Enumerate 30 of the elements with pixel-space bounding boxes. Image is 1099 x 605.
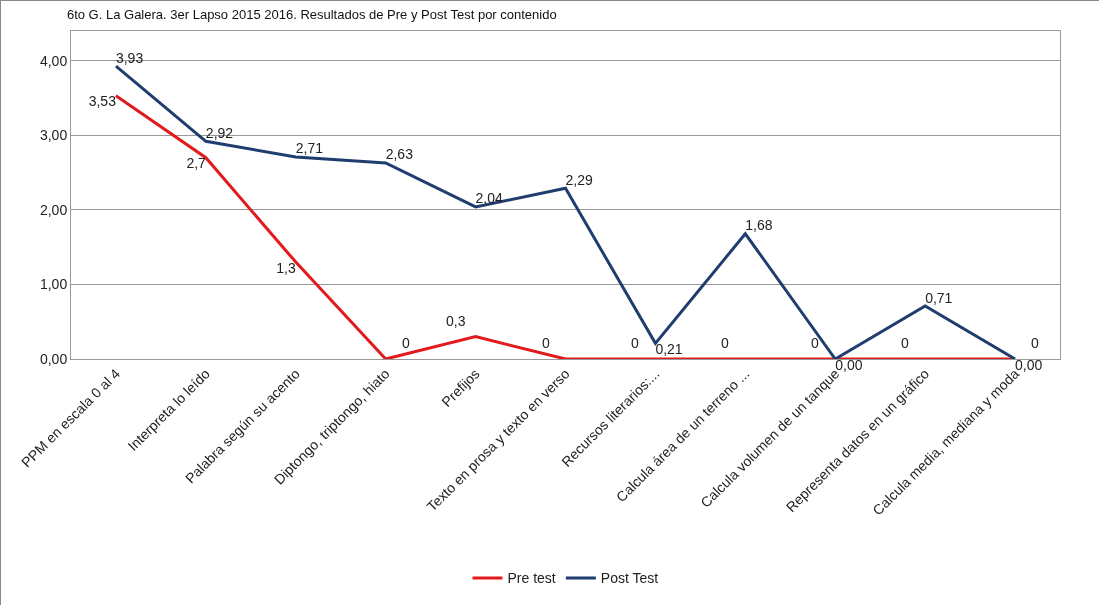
data-label: 2,71 [295, 140, 324, 157]
chart-title: 6to G. La Galera. 3er Lapso 2015 2016. Resultados de Pre y Post Test por contenido [66, 7, 557, 23]
data-label: 2,7 [186, 155, 207, 172]
y-tick-label: 2,00 [39, 201, 68, 218]
data-label: 0 [721, 335, 729, 351]
data-label: 0 [901, 335, 909, 351]
data-label: 0 [1031, 335, 1039, 351]
data-label: 1,68 [745, 217, 773, 234]
data-label: 0,00 [835, 356, 863, 373]
data-label: 0 [631, 335, 639, 351]
data-label: 0,71 [925, 289, 953, 306]
data-label: 2,04 [475, 190, 504, 207]
y-tick-label: 4,00 [39, 52, 68, 69]
data-label: 2,92 [205, 124, 234, 141]
data-label: 1,3 [276, 259, 296, 276]
data-label: 0 [542, 335, 550, 351]
legend-label: Pre test [507, 570, 556, 587]
legend-label: Post Test [600, 570, 659, 587]
data-label: 0,00 [1015, 356, 1043, 373]
data-label: 0 [811, 335, 819, 351]
data-label: 3,93 [115, 49, 144, 66]
data-label: 3,53 [88, 93, 117, 110]
data-label: 0 [402, 335, 410, 351]
data-label: 0,3 [446, 313, 466, 329]
y-tick-label: 3,00 [39, 127, 68, 144]
y-tick-label: 0,00 [39, 350, 68, 367]
y-tick-label: 1,00 [39, 276, 68, 293]
data-label: 2,29 [565, 171, 593, 188]
data-label: 0,21 [655, 340, 683, 357]
data-label: 2,63 [385, 146, 414, 163]
